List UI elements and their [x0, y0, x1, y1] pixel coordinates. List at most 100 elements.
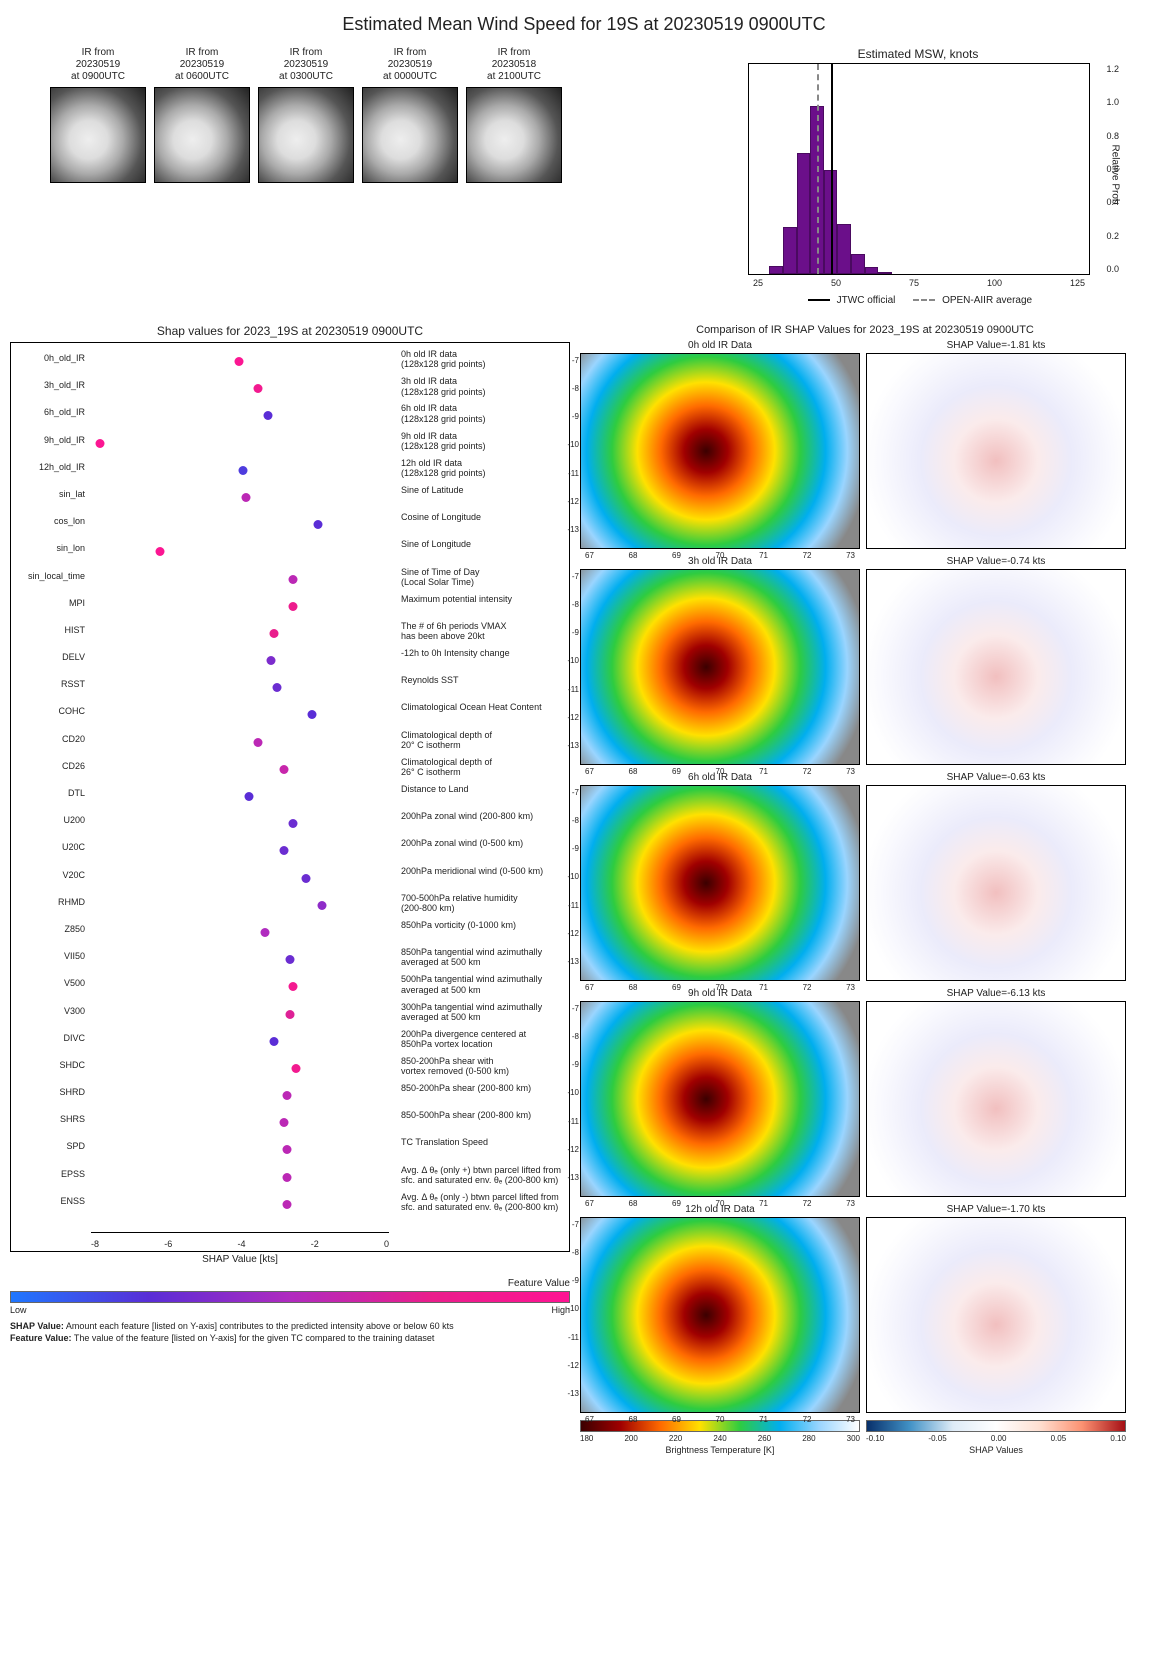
shap-desc: 12h old IR data (128x128 grid points)	[401, 458, 571, 479]
shap-desc: 200hPa meridional wind (0-500 km)	[401, 866, 571, 876]
shap-dot	[285, 955, 294, 964]
footnote-line: Feature Value: The value of the feature …	[10, 1333, 570, 1345]
shap-row: sin_lonSine of Longitude	[11, 537, 569, 564]
ir-panel-image: -7-8-9-10-11-12-1367686970717273	[580, 1217, 860, 1413]
ir-thumb-label: IR from 20230519 at 0900UTC	[50, 47, 146, 83]
shap-desc: Avg. Δ θₑ (only +) btwn parcel lifted fr…	[401, 1165, 571, 1186]
shap-ylabel: U20C	[15, 842, 85, 852]
shap-dot	[292, 1064, 301, 1073]
shap-row: cos_lonCosine of Longitude	[11, 510, 569, 537]
shap-row: sin_latSine of Latitude	[11, 483, 569, 510]
ir-thumbnail: IR from 20230519 at 0600UTC	[154, 47, 250, 306]
shap-row: U200200hPa zonal wind (200-800 km)	[11, 809, 569, 836]
shap-desc: 850-200hPa shear with vortex removed (0-…	[401, 1056, 571, 1077]
fv-cbar-low: Low	[10, 1305, 27, 1315]
fv-cbar-title: Feature Value	[10, 1278, 570, 1289]
shap-ylabel: 9h_old_IR	[15, 435, 85, 445]
shap-desc: 850hPa vorticity (0-1000 km)	[401, 920, 571, 930]
ir-thumb-label: IR from 20230519 at 0600UTC	[154, 47, 250, 83]
legend-swatch-solid	[808, 299, 830, 301]
shap-panel-title: SHAP Value=-1.70 kts	[866, 1204, 1126, 1215]
ir-thumb-image	[50, 87, 146, 183]
shap-ylabel: DTL	[15, 788, 85, 798]
page-title: Estimated Mean Wind Speed for 19S at 202…	[10, 14, 1158, 35]
ir-thumb-label: IR from 20230519 at 0300UTC	[258, 47, 354, 83]
shap-row: 6h_old_IR6h old IR data (128x128 grid po…	[11, 401, 569, 428]
ir-panel-title: 3h old IR Data	[580, 556, 860, 567]
ir-compare-column: Comparison of IR SHAP Values for 2023_19…	[580, 324, 1150, 1630]
shap-dot	[279, 1118, 288, 1127]
ir-thumb-label: IR from 20230518 at 2100UTC	[466, 47, 562, 83]
shap-ylabel: HIST	[15, 625, 85, 635]
shap-ylabel: sin_lon	[15, 543, 85, 553]
brightness-temp-colorbar: 180200220240260280300Brightness Temperat…	[580, 1420, 860, 1630]
shap-value-panel: SHAP Value=-0.74 kts	[866, 556, 1126, 766]
shap-ylabel: 0h_old_IR	[15, 353, 85, 363]
msw-open-aiir-line	[817, 64, 819, 274]
shap-desc: 200hPa zonal wind (200-800 km)	[401, 811, 571, 821]
shap-desc: Reynolds SST	[401, 675, 571, 685]
shap-value-panel: SHAP Value=-1.81 kts	[866, 340, 1126, 550]
ir-data-panel: 12h old IR Data -7-8-9-10-11-12-136768697…	[580, 1204, 860, 1414]
ir-thumb-image	[466, 87, 562, 183]
msw-jtwc-line	[831, 64, 833, 274]
shap-dot	[238, 466, 247, 475]
shap-dot	[254, 738, 263, 747]
shap-row: V300300hPa tangential wind azimuthally a…	[11, 1000, 569, 1027]
msw-bar	[769, 266, 783, 274]
msw-bar	[783, 227, 797, 274]
shap-desc: Distance to Land	[401, 784, 571, 794]
shap-ylabel: SHDC	[15, 1060, 85, 1070]
shap-dot	[289, 982, 298, 991]
shap-dot	[254, 384, 263, 393]
msw-histogram-panel: Estimated MSW, knots Relative Prob 25507…	[708, 47, 1128, 306]
shap-ylabel: 3h_old_IR	[15, 380, 85, 390]
shap-desc: Climatological depth of 26° C isotherm	[401, 757, 571, 778]
shap-dot	[235, 357, 244, 366]
shap-desc: 850-500hPa shear (200-800 km)	[401, 1110, 571, 1120]
shap-row: MPIMaximum potential intensity	[11, 592, 569, 619]
shap-ylabel: MPI	[15, 598, 85, 608]
shap-row: 0h_old_IR 0h old IR data (128x128 grid po…	[11, 347, 569, 374]
shap-row: CD26Climatological depth of 26° C isothe…	[11, 755, 569, 782]
shap-ylabel: SHRS	[15, 1114, 85, 1124]
sv-cbar-label: SHAP Values	[866, 1445, 1126, 1455]
shap-values-colorbar: -0.10-0.050.000.050.10SHAP Values	[866, 1420, 1126, 1630]
msw-bar	[837, 224, 851, 274]
shap-ylabel: RHMD	[15, 897, 85, 907]
shap-ylabel: COHC	[15, 706, 85, 716]
shap-ylabel: SPD	[15, 1141, 85, 1151]
shap-ylabel: DIVC	[15, 1033, 85, 1043]
shap-desc: Cosine of Longitude	[401, 512, 571, 522]
shap-dot	[273, 683, 282, 692]
shap-ylabel: RSST	[15, 679, 85, 689]
shap-dot	[289, 602, 298, 611]
msw-bar	[878, 272, 892, 274]
shap-desc: 0h old IR data (128x128 grid points)	[401, 349, 571, 370]
shap-panel-title: SHAP Value=-0.74 kts	[866, 556, 1126, 567]
shap-row: 12h_old_IR12h old IR data (128x128 grid …	[11, 456, 569, 483]
ir-panel-title: 12h old IR Data	[580, 1204, 860, 1215]
shap-row: V20C200hPa meridional wind (0-500 km)	[11, 864, 569, 891]
shap-title: Shap values for 2023_19S at 20230519 090…	[10, 324, 570, 338]
shap-dot	[279, 765, 288, 774]
shap-panel-title: SHAP Value=-0.63 kts	[866, 772, 1126, 783]
shap-ylabel: V300	[15, 1006, 85, 1016]
shap-desc: 200hPa divergence centered at 850hPa vor…	[401, 1029, 571, 1050]
shap-desc: -12h to 0h Intensity change	[401, 648, 571, 658]
legend-jtwc-label: JTWC official	[837, 295, 896, 306]
legend-open-label: OPEN-AIIR average	[942, 295, 1032, 306]
shap-desc: Climatological depth of 20° C isotherm	[401, 730, 571, 751]
ir-thumbnail: IR from 20230519 at 0000UTC	[362, 47, 458, 306]
shap-row: HISTThe # of 6h periods VMAX has been ab…	[11, 619, 569, 646]
shap-ylabel: DELV	[15, 652, 85, 662]
msw-chart: Relative Prob 255075100125 0.00.20.40.60…	[748, 63, 1090, 275]
shap-ylabel: sin_lat	[15, 489, 85, 499]
shap-dot	[244, 792, 253, 801]
shap-dot	[314, 520, 323, 529]
shap-ylabel: 6h_old_IR	[15, 407, 85, 417]
shap-row: COHCClimatological Ocean Heat Content	[11, 700, 569, 727]
shap-dot	[260, 928, 269, 937]
ir-thumbnail-strip: IR from 20230519 at 0900UTCIR from 20230…	[50, 47, 562, 306]
shap-panel-image	[866, 569, 1126, 765]
